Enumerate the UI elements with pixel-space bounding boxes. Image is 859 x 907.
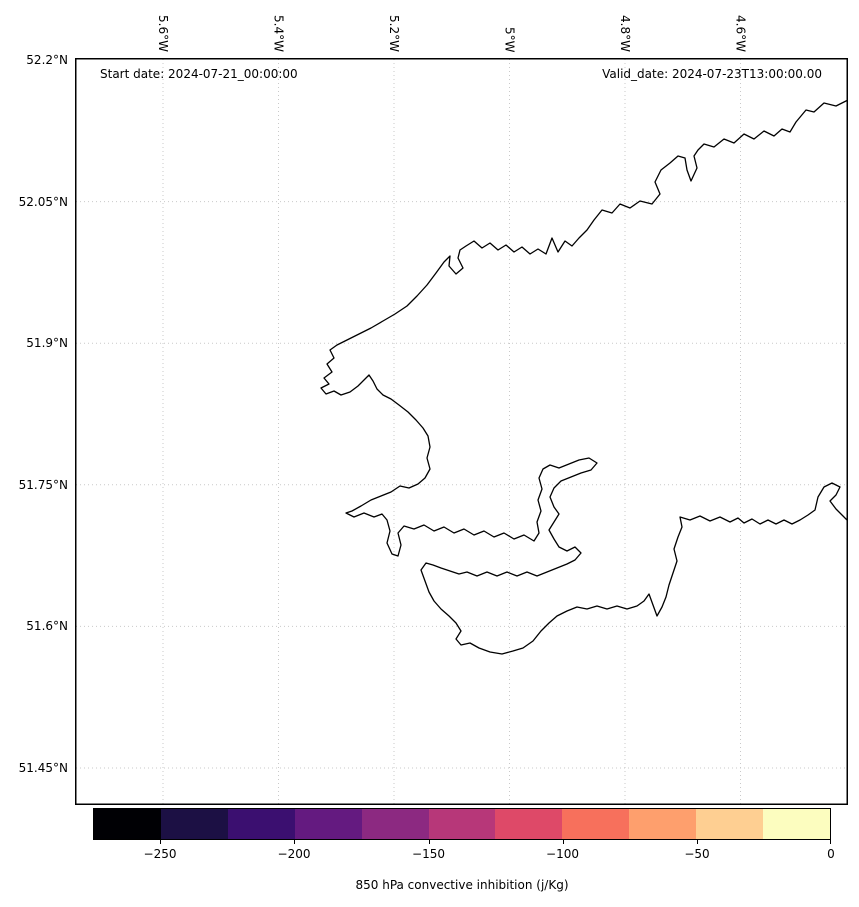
colorbar-segment	[495, 809, 563, 839]
gridlines	[76, 59, 847, 804]
x-axis: 5.6°W 5.4°W 5.2°W 5°W 4.8°W 4.6°W	[0, 0, 859, 55]
y-tick-label: 51.9°N	[26, 336, 68, 351]
map-svg	[75, 58, 848, 805]
colorbar-tick	[160, 840, 161, 844]
x-tick-label: 5.4°W	[271, 15, 286, 52]
y-tick-label: 51.75°N	[18, 477, 68, 492]
colorbar-tick	[697, 840, 698, 844]
colorbar-segment	[361, 809, 429, 839]
valid-date-annotation: Valid_date: 2024-07-23T13:00:00.00	[602, 67, 822, 81]
colorbar-tick	[562, 840, 564, 844]
colorbar-segment	[160, 809, 228, 839]
y-axis: 52.2°N 52.05°N 51.9°N 51.75°N 51.6°N 51.…	[0, 0, 72, 860]
start-date-annotation: Start date: 2024-07-21_00:00:00	[100, 67, 298, 81]
x-tick-label: 5.6°W	[156, 15, 170, 52]
colorbar-tick	[428, 840, 430, 844]
colorbar-tick-label: −200	[277, 847, 311, 861]
colorbar-tick	[830, 840, 831, 844]
x-tick-label: 5.2°W	[387, 15, 401, 52]
plot-border	[75, 58, 848, 805]
colorbar-segment	[696, 809, 764, 839]
colorbar-segment	[94, 809, 161, 839]
y-tick-label: 51.6°N	[26, 619, 68, 634]
coastline-path	[320, 99, 848, 655]
colorbar-gradient	[93, 808, 831, 840]
y-tick-label: 52.2°N	[26, 53, 68, 67]
colorbar-tick-label: −50	[684, 847, 710, 861]
colorbar-segment	[428, 809, 496, 839]
colorbar-tick	[294, 840, 295, 844]
colorbar-tick-label: 0	[827, 847, 835, 861]
colorbar-tick-label: −250	[143, 847, 177, 861]
colorbar-tick-label: −150	[412, 847, 445, 861]
x-tick-label: 4.6°W	[733, 15, 748, 52]
x-tick-label: 4.8°W	[618, 15, 632, 52]
y-tick-label: 51.45°N	[18, 761, 68, 775]
colorbar-label: 850 hPa convective inhibition (j/Kg)	[355, 878, 569, 892]
colorbar-segment	[763, 809, 830, 839]
y-tick-label: 52.05°N	[18, 194, 68, 209]
colorbar-segment	[294, 809, 362, 839]
map-plot-area	[75, 58, 848, 805]
colorbar-tick-label: −100	[546, 847, 579, 861]
colorbar-segment	[227, 809, 295, 839]
x-tick-label: 5°W	[502, 26, 517, 53]
colorbar-segment	[629, 809, 697, 839]
colorbar-segment	[562, 809, 630, 839]
